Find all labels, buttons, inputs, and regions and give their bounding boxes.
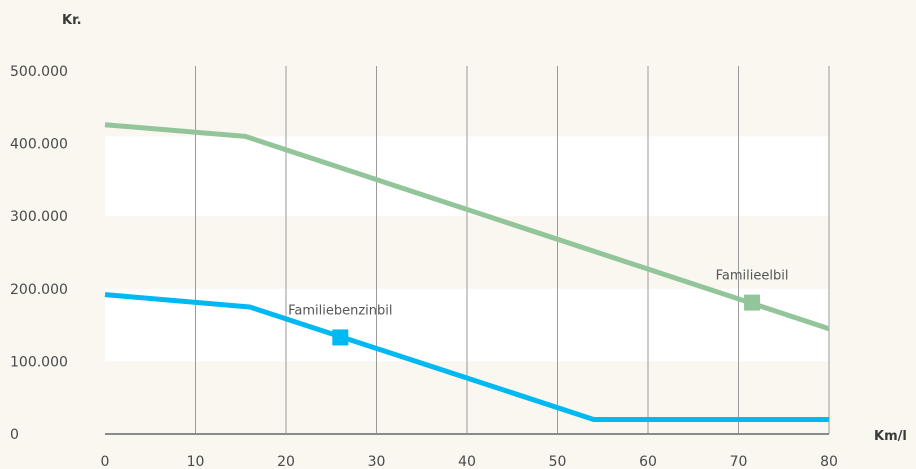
vertical-gridlines xyxy=(195,66,830,434)
x-tick-label-0: 0 xyxy=(101,454,110,469)
x-tick-label-10: 10 xyxy=(187,454,205,469)
x-axis-label: Km/l xyxy=(874,429,907,444)
x-tick-label-80: 80 xyxy=(820,454,838,469)
series-line-familieelbil xyxy=(104,122,830,332)
y-axis-label: Kr. xyxy=(62,13,82,28)
x-axis-tick-labels: 0 10 20 30 40 50 60 70 80 xyxy=(101,454,838,469)
y-axis-tick-labels: 0 100.000 200.000 300.000 400.000 500.000 xyxy=(10,64,68,443)
y-tick-label-100000: 100.000 xyxy=(10,354,68,370)
x-tick-label-70: 70 xyxy=(730,454,748,469)
series-lines xyxy=(104,122,830,422)
x-tick-label-60: 60 xyxy=(639,454,657,469)
x-tick-label-30: 30 xyxy=(368,454,386,469)
series-line-familiebenzinbil xyxy=(104,292,829,422)
series-label-familieelbil: Familieelbil xyxy=(716,269,789,284)
y-tick-label-200000: 200.000 xyxy=(10,282,68,298)
y-tick-label-0: 0 xyxy=(10,427,19,443)
series-marker-familieelbil xyxy=(744,294,761,311)
series-label-familiebenzinbil: Familiebenzinbil xyxy=(288,303,392,318)
series-marker-familiebenzinbil xyxy=(332,329,349,346)
y-tick-label-400000: 400.000 xyxy=(10,137,68,153)
y-tick-label-500000: 500.000 xyxy=(10,64,68,80)
series-labels: Familieelbil Familiebenzinbil xyxy=(288,269,788,319)
x-tick-label-20: 20 xyxy=(277,454,295,469)
x-tick-label-40: 40 xyxy=(458,454,476,469)
x-tick-label-50: 50 xyxy=(549,454,567,469)
series-markers xyxy=(332,294,761,346)
y-tick-label-300000: 300.000 xyxy=(10,209,68,225)
